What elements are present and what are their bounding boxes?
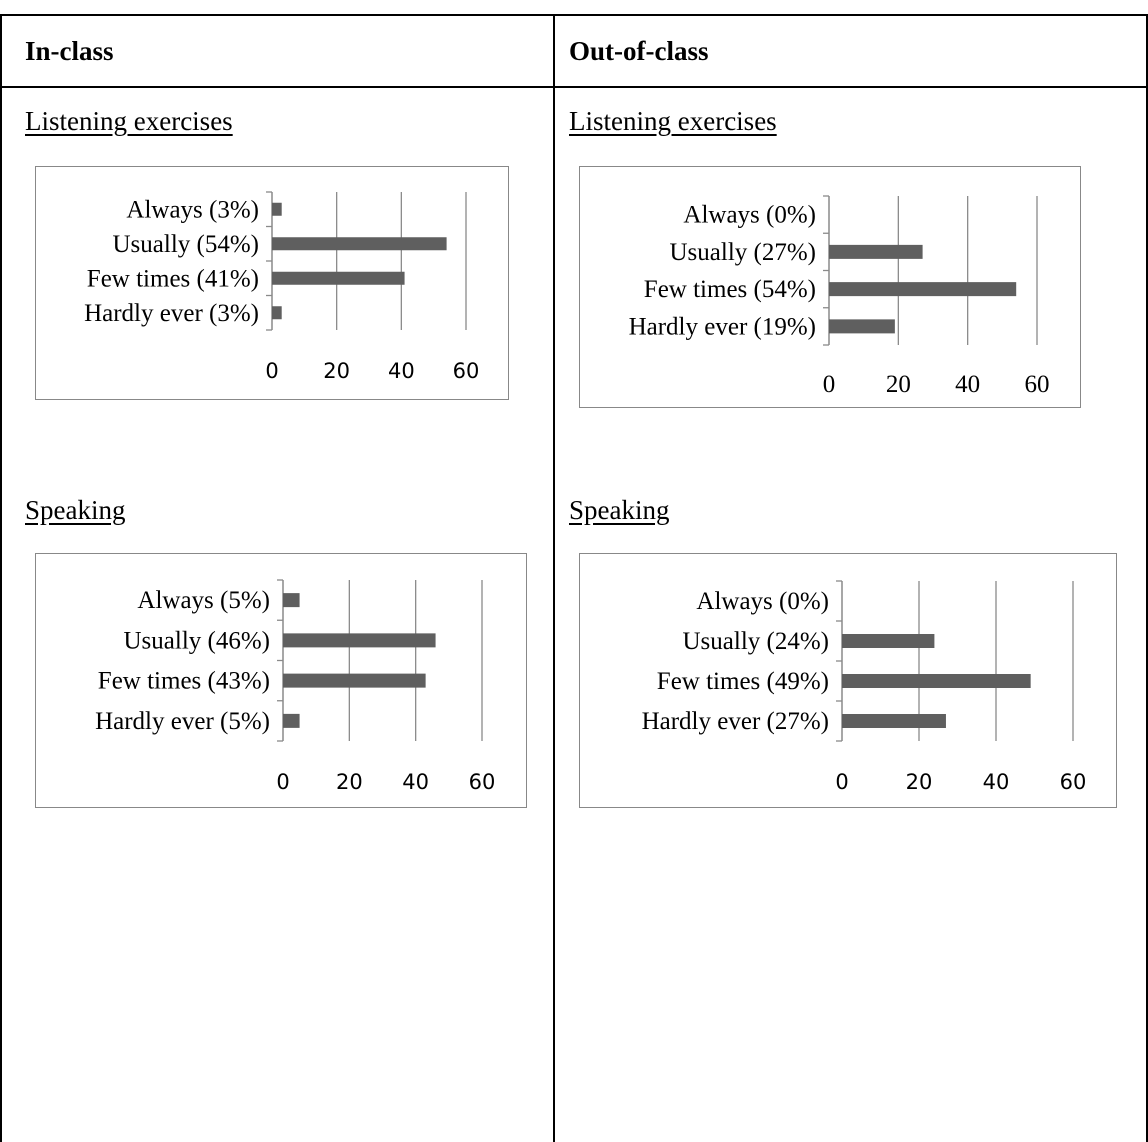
x-tick-label: 20 <box>323 359 350 383</box>
category-label: Always (0%) <box>696 588 829 615</box>
chart-out-listening: Always (0%) Usually (27%) Few times (54%) H… <box>579 166 1081 408</box>
category-label: Always (5%) <box>137 587 270 614</box>
x-tick-label: 0 <box>265 359 278 383</box>
section-title-in-listening: Listening exercises <box>25 106 233 136</box>
chart-in-listening-plot: Always (3%) Usually (54%) Few times (41%) H… <box>84 191 480 383</box>
x-tick-label: 20 <box>886 371 911 398</box>
bar <box>283 673 426 688</box>
x-tick-label: 0 <box>276 770 289 794</box>
x-tick-label: 60 <box>453 359 480 383</box>
category-label: Usually (24%) <box>683 628 830 655</box>
x-tick-label: 0 <box>835 770 848 794</box>
category-label: Few times (43%) <box>98 668 270 695</box>
bar <box>842 634 935 648</box>
header-in-class: In-class <box>25 36 114 66</box>
category-label: Few times (49%) <box>657 668 829 695</box>
bar <box>272 271 405 285</box>
section-title-out-listening: Listening exercises <box>569 106 777 136</box>
table-column-divider <box>553 14 555 1142</box>
x-tick-label: 20 <box>336 770 363 794</box>
category-label: Hardly ever (27%) <box>642 708 829 735</box>
category-label: Few times (41%) <box>87 265 259 292</box>
chart-out-listening-plot: Always (0%) Usually (27%) Few times (54%) H… <box>629 195 1050 398</box>
bar <box>842 714 946 728</box>
table-top-border <box>0 14 1148 16</box>
bar <box>842 674 1031 688</box>
bar <box>272 237 447 251</box>
x-tick-label: 40 <box>388 359 415 383</box>
chart-out-speaking: Always (0%) Usually (24%) Few times (49%) H… <box>579 553 1117 808</box>
header-out-of-class: Out-of-class <box>569 36 709 66</box>
bar <box>829 319 895 334</box>
x-tick-label: 40 <box>402 770 429 794</box>
x-tick-label: 60 <box>1060 770 1087 794</box>
table-header-divider <box>0 86 1148 88</box>
category-label: Few times (54%) <box>644 276 816 303</box>
chart-out-speaking-plot: Always (0%) Usually (24%) Few times (49%) H… <box>642 580 1087 794</box>
category-label: Usually (27%) <box>670 239 817 266</box>
chart-in-speaking-plot: Always (5%) Usually (46%) Few times (43%) H… <box>95 579 496 794</box>
category-label: Always (0%) <box>683 202 816 229</box>
category-label: Hardly ever (19%) <box>629 313 816 340</box>
category-label: Always (3%) <box>126 196 259 223</box>
section-title-out-speaking: Speaking <box>569 495 670 525</box>
x-tick-label: 0 <box>823 371 836 398</box>
bar <box>283 633 436 648</box>
bar <box>272 202 282 216</box>
category-label: Usually (54%) <box>113 231 260 258</box>
category-label: Usually (46%) <box>124 627 271 654</box>
category-label: Hardly ever (3%) <box>84 300 259 327</box>
x-tick-label: 40 <box>955 371 980 398</box>
x-tick-label: 60 <box>1025 371 1050 398</box>
x-tick-label: 60 <box>469 770 496 794</box>
x-tick-label: 20 <box>906 770 933 794</box>
bar <box>283 593 300 608</box>
x-tick-label: 40 <box>983 770 1010 794</box>
bar <box>272 306 282 320</box>
chart-in-speaking: Always (5%) Usually (46%) Few times (43%) H… <box>35 553 527 808</box>
category-label: Hardly ever (5%) <box>95 708 270 735</box>
bar <box>829 244 923 259</box>
table-right-border <box>1146 14 1148 1142</box>
table-left-border <box>0 14 2 1142</box>
chart-in-listening: Always (3%) Usually (54%) Few times (41%) H… <box>35 166 509 400</box>
section-title-in-speaking: Speaking <box>25 495 126 525</box>
bar <box>283 713 300 728</box>
bar <box>829 282 1017 297</box>
